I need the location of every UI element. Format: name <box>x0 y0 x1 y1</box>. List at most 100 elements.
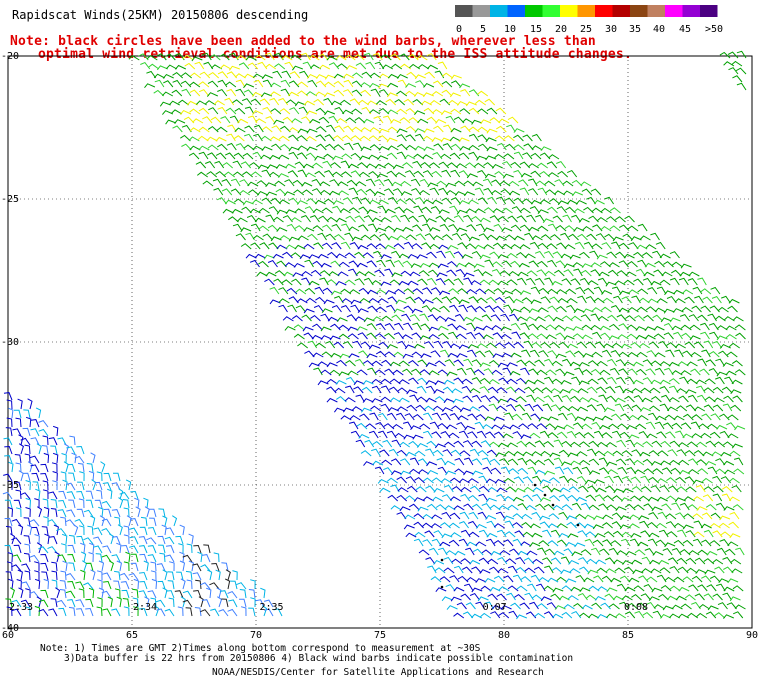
wind-barb <box>378 107 390 115</box>
wind-barb <box>269 154 281 160</box>
wind-barb <box>701 539 712 547</box>
wind-barb <box>644 547 655 556</box>
wind-barb <box>609 323 620 331</box>
wind-barb <box>217 143 228 151</box>
colorbar-label: 15 <box>530 24 542 35</box>
wind-barb <box>337 181 349 187</box>
wind-barb <box>411 351 423 358</box>
wind-barb <box>544 180 556 187</box>
wind-barb <box>433 340 444 349</box>
wind-barb <box>495 296 506 304</box>
wind-barb <box>574 350 585 358</box>
lat-label: -30 <box>1 337 19 348</box>
wind-barb <box>634 314 645 322</box>
wind-barb <box>575 199 587 205</box>
wind-barb <box>242 152 254 160</box>
wind-barb <box>493 523 505 529</box>
wind-barb <box>503 135 515 142</box>
wind-barb <box>178 543 184 554</box>
wind-barb <box>554 425 566 431</box>
wind-barb <box>581 324 593 331</box>
wind-barb <box>451 232 462 241</box>
wind-barb <box>351 236 363 242</box>
wind-barb <box>492 261 503 268</box>
wind-barb <box>469 448 480 457</box>
wind-barb <box>614 567 626 574</box>
wind-barb <box>676 449 687 457</box>
wind-barb <box>278 199 290 205</box>
wind-barb <box>362 380 374 385</box>
wind-barb <box>423 107 435 115</box>
wind-barb <box>400 270 412 277</box>
wind-barb <box>538 576 550 583</box>
wind-barb <box>552 504 564 511</box>
wind-barb <box>557 431 568 439</box>
wind-barb <box>296 135 308 142</box>
wind-barb <box>481 502 492 511</box>
wind-barb <box>731 485 742 493</box>
wind-barb <box>729 596 741 602</box>
wind-barb <box>636 244 648 250</box>
wind-barb <box>462 395 473 403</box>
wind-barb <box>537 603 548 610</box>
wind-barb <box>42 498 49 509</box>
wind-barb <box>540 450 552 457</box>
wind-barb <box>539 497 551 503</box>
wind-barb <box>466 224 477 232</box>
wind-barb <box>443 556 454 565</box>
wind-barb <box>200 564 211 572</box>
wind-barb <box>581 334 593 340</box>
wind-barb <box>368 344 380 350</box>
wind-barb <box>442 386 454 394</box>
wind-barb <box>447 162 459 169</box>
wind-barb <box>76 445 85 455</box>
wind-barb <box>479 254 491 260</box>
wind-barb <box>651 395 662 403</box>
wind-barb <box>450 108 462 115</box>
wind-barb <box>338 261 350 268</box>
wind-barb <box>682 539 694 547</box>
wind-barb <box>520 322 530 331</box>
wind-barb <box>628 523 640 529</box>
wind-barb <box>246 214 257 223</box>
wind-barb <box>359 413 370 421</box>
wind-barb <box>311 178 322 187</box>
wind-barb <box>367 289 379 295</box>
wind-barb <box>248 189 260 196</box>
wind-barb <box>20 492 31 500</box>
wind-barb <box>331 171 343 178</box>
wind-barb <box>721 485 733 493</box>
wind-barb <box>621 595 633 601</box>
wind-barb <box>637 414 649 421</box>
wind-barb <box>531 511 542 520</box>
wind-barb <box>224 171 236 178</box>
wind-barb <box>723 316 735 322</box>
wind-barb <box>396 128 408 134</box>
wind-barb <box>377 412 388 421</box>
wind-barb <box>409 271 421 277</box>
wind-barb <box>478 485 490 493</box>
wind-barb <box>260 92 272 98</box>
wind-barb <box>678 613 690 619</box>
wind-barb <box>532 558 544 565</box>
wind-barb <box>601 575 613 583</box>
wind-barb <box>539 152 551 160</box>
wind-barb <box>510 352 522 358</box>
wind-barb <box>391 181 403 187</box>
wind-barb <box>473 269 484 277</box>
wind-barb <box>76 490 85 500</box>
wind-barb <box>646 433 658 439</box>
wind-barb <box>340 304 351 313</box>
wind-barb <box>13 544 22 554</box>
wind-barb <box>305 135 317 142</box>
wind-barb <box>427 182 439 188</box>
wind-barb <box>169 561 175 572</box>
wind-barb <box>404 413 415 421</box>
wind-barb <box>522 134 533 142</box>
wind-barb <box>352 72 364 79</box>
wind-barb <box>196 171 208 178</box>
wind-barb <box>585 594 597 601</box>
wind-barb <box>463 272 475 278</box>
wind-barb <box>226 88 237 97</box>
wind-barb <box>477 596 489 602</box>
